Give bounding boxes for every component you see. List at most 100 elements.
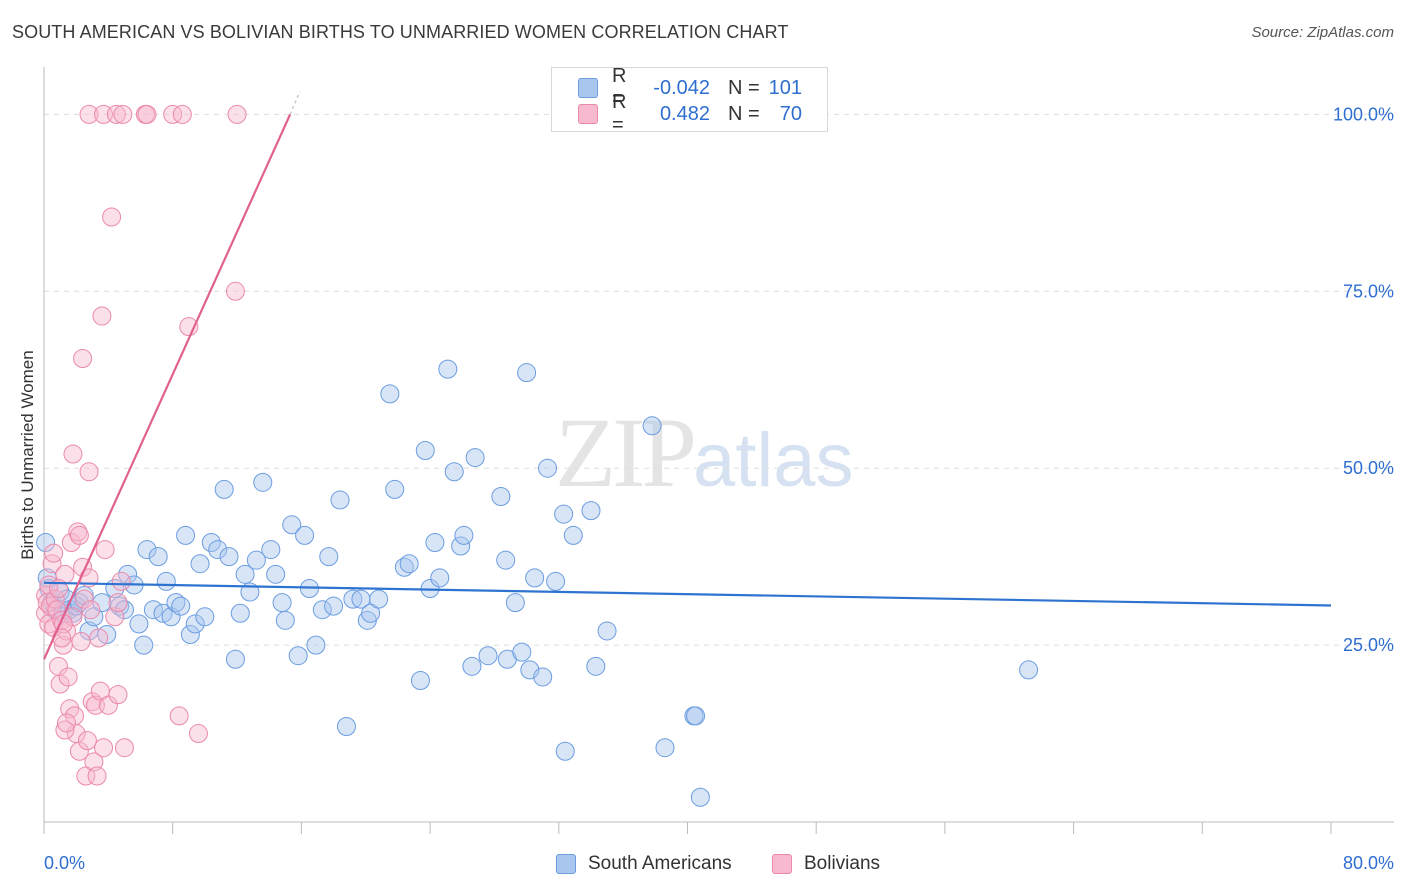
bolivian-point [98,695,118,715]
bottom-legend-label: Bolivians [804,853,881,874]
south-american-point [266,564,286,584]
south-american-point [336,716,356,736]
south-american-point [462,656,482,676]
y-tick-label: 50.0% [1343,458,1394,478]
south-american-point [343,589,363,609]
bolivian-point [114,738,134,758]
bolivian-point [76,766,96,786]
south-american-point [214,479,234,499]
south-american-point [465,448,485,468]
bolivian-point [227,104,247,124]
bolivian-point [94,738,114,758]
south-american-point [554,504,574,524]
south-american-point [686,706,706,726]
south-american-point [415,441,435,460]
south-american-point [478,646,498,666]
bolivian-point [69,525,89,545]
south-american-point [272,593,292,613]
south-american-point [246,550,266,570]
south-american-point [275,610,295,630]
south-american-point [454,525,474,545]
correlation-legend: R = -0.042 N = 101 R = 0.482 N = 70 [551,65,828,136]
south-american-point [546,571,566,591]
south-american-point [219,547,239,567]
bolivian-point [225,281,245,301]
bolivian-point [73,349,93,369]
south-american-point [185,614,205,634]
bolivian-point [108,685,128,705]
legend-r-label: R = [612,65,627,110]
south-american-point [597,621,617,641]
south-american-point [253,472,273,492]
bolivian-point [87,766,107,786]
south-american-point [171,596,191,616]
south-american-point [114,600,134,620]
south-american-point [496,550,516,570]
bolivian-point [81,600,101,620]
south-american-point [261,540,281,560]
legend-n-label: N = [728,102,760,125]
bolivian-point [89,628,109,648]
bolivian-point [111,571,131,591]
bolivian-point [61,532,81,552]
bolivians-trend-line [42,113,292,660]
legend-r-value: -0.042 [653,76,710,99]
bolivian-point [92,306,112,326]
legend-n-label: N = [728,76,760,99]
south-american-point [410,670,430,690]
south-american-point [581,501,601,521]
bolivians-series [36,104,247,786]
south-americans-trend-line [43,581,1332,607]
legend-r-label: R = [612,91,627,136]
south-american-point [295,525,315,545]
south-american-point [134,635,154,655]
south-american-point [282,515,302,535]
south-american-point [563,525,583,545]
south-american-point [690,787,710,807]
bottom-legend-south-americans: South Americans [556,852,732,876]
south-american-point [538,458,558,478]
bolivian-point [94,104,114,124]
south-american-point [312,600,332,620]
watermark: ZIPatlas [555,395,854,510]
south-american-point [425,532,445,552]
south-american-point [225,649,245,669]
south-american-point [491,486,511,506]
bolivian-point [163,104,183,124]
bolivians-trend-extension [289,91,301,115]
south-american-point [1019,660,1039,680]
south-american-point [148,547,168,567]
bolivian-point [137,104,157,124]
bottom-legend-label: South Americans [588,853,732,874]
legend-r-value: 0.482 [659,102,710,125]
south-american-point [385,479,405,499]
south-american-point [512,642,532,662]
bolivian-point [169,706,189,726]
south-american-point [533,667,553,687]
x-tick-label: 80.0% [1343,853,1394,873]
legend-swatch-pink [578,104,598,124]
bolivian-point [113,104,133,124]
south-american-point [288,646,308,666]
south-american-point [156,571,176,591]
bolivian-point [74,589,94,609]
south-american-point [369,589,389,609]
legend-row-south-americans: R = -0.042 N = 101 [578,65,802,110]
bolivian-point [105,607,125,627]
bolivian-point [108,593,128,613]
south-american-point [230,603,250,623]
legend-swatch-blue [578,78,598,98]
south-american-point [36,532,56,552]
south-american-point [642,416,662,436]
south-american-point [190,554,210,574]
y-tick-label: 25.0% [1343,635,1394,655]
bolivian-point [106,104,126,124]
south-american-point [235,564,255,584]
y-axis-label: Births to Unmarried Women [18,350,37,560]
bolivian-point [79,104,99,124]
bolivian-point [172,104,192,124]
bolivian-point [188,724,208,744]
bolivian-point [39,575,59,595]
bolivian-point [95,540,115,560]
south-american-point [380,384,400,404]
